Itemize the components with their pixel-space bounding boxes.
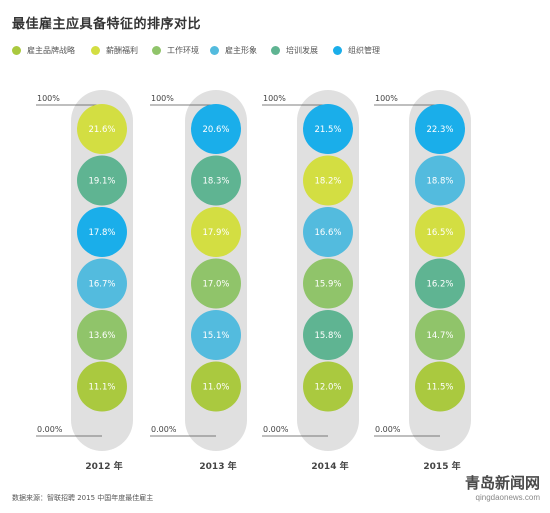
bubble-training bbox=[191, 155, 241, 206]
legend-label: 工作环境 bbox=[167, 46, 199, 55]
bubble-employer_strategy bbox=[415, 361, 465, 412]
legend-item-employer-image: 雇主形象 bbox=[210, 45, 257, 56]
legend-item-training: 培训发展 bbox=[271, 45, 318, 56]
bubble-value: 16.5% bbox=[426, 228, 453, 238]
bubble-value: 18.8% bbox=[426, 177, 453, 187]
bubble-value: 19.1% bbox=[88, 177, 115, 187]
bubble-value: 14.7% bbox=[426, 331, 453, 341]
bubble-value: 16.7% bbox=[88, 280, 115, 290]
bubble-training bbox=[303, 310, 353, 360]
year-label: 2014 年 bbox=[311, 460, 348, 472]
bubble-work_environment bbox=[415, 310, 465, 360]
bubble-value: 11.1% bbox=[88, 383, 115, 393]
legend-swatch bbox=[91, 46, 100, 55]
bubble-value: 16.2% bbox=[426, 280, 453, 290]
bubble-value: 22.3% bbox=[426, 125, 453, 135]
year-label: 2015 年 bbox=[423, 460, 460, 472]
bubble-value: 17.8% bbox=[88, 228, 115, 238]
legend-item-employer-strategy: 雇主品牌战略 bbox=[12, 45, 75, 56]
legend-item-work-environment: 工作环境 bbox=[152, 45, 199, 56]
bubble-compensation bbox=[77, 104, 127, 154]
legend-label: 雇主品牌战略 bbox=[27, 46, 75, 55]
bubble-employer_strategy bbox=[191, 361, 241, 412]
bubble-value: 12.0% bbox=[314, 383, 341, 393]
bubble-value: 15.1% bbox=[202, 331, 229, 341]
bubble-value: 20.6% bbox=[202, 125, 229, 135]
legend-swatch bbox=[333, 46, 342, 55]
bubble-employer_image bbox=[303, 207, 353, 257]
chart-title: 最佳雇主应具备特征的排序对比 bbox=[12, 17, 202, 32]
watermark-url: qingdaonews.com bbox=[475, 493, 540, 502]
max-label: 100% bbox=[263, 94, 286, 103]
max-label: 100% bbox=[375, 94, 398, 103]
max-label: 100% bbox=[37, 94, 60, 103]
bubble-work_environment bbox=[77, 310, 127, 360]
bubble-org_management bbox=[415, 104, 465, 154]
bubble-value: 11.0% bbox=[202, 383, 229, 393]
legend-item-org-management: 组织管理 bbox=[333, 45, 380, 56]
bubble-value: 11.5% bbox=[426, 383, 453, 393]
bubble-value: 17.0% bbox=[202, 280, 229, 290]
legend-swatch bbox=[271, 46, 280, 55]
bubble-employer_strategy bbox=[303, 361, 353, 412]
bubble-org_management bbox=[303, 104, 353, 154]
bubble-value: 15.8% bbox=[314, 331, 341, 341]
legend-label: 薪酬福利 bbox=[106, 46, 138, 55]
bubble-value: 16.6% bbox=[314, 228, 341, 238]
bubble-training bbox=[77, 155, 127, 206]
min-label: 0.00% bbox=[37, 425, 63, 434]
legend-swatch bbox=[210, 46, 219, 55]
bubble-employer_image bbox=[191, 310, 241, 360]
bubble-value: 18.3% bbox=[202, 177, 229, 187]
bubble-employer_image bbox=[415, 155, 465, 206]
bubble-employer_image bbox=[77, 258, 127, 309]
bubble-value: 21.5% bbox=[314, 125, 341, 135]
bubble-compensation bbox=[303, 155, 353, 206]
min-label: 0.00% bbox=[263, 425, 289, 434]
ranking-chart: 100% 0.00% 21.6% 19.1% 17.8% 16.7% 13.6% 11.1% 2… bbox=[36, 90, 471, 472]
bubble-training bbox=[415, 258, 465, 309]
bubble-work_environment bbox=[191, 258, 241, 309]
min-label: 0.00% bbox=[151, 425, 177, 434]
min-label: 0.00% bbox=[375, 425, 401, 434]
bubble-value: 21.6% bbox=[88, 125, 115, 135]
bubble-compensation bbox=[191, 207, 241, 257]
legend-label: 培训发展 bbox=[286, 46, 318, 55]
year-label: 2013 年 bbox=[199, 460, 236, 472]
year-label: 2012 年 bbox=[85, 460, 122, 472]
legend-label: 组织管理 bbox=[348, 46, 380, 55]
bubble-org_management bbox=[191, 104, 241, 154]
legend-item-compensation: 薪酬福利 bbox=[91, 45, 138, 56]
bubble-work_environment bbox=[303, 258, 353, 309]
legend-swatch bbox=[12, 46, 21, 55]
legend-label: 雇主形象 bbox=[225, 46, 257, 55]
bubble-value: 15.9% bbox=[314, 280, 341, 290]
bubble-org_management bbox=[77, 207, 127, 257]
max-label: 100% bbox=[151, 94, 174, 103]
watermark-name: 青岛新闻网 bbox=[464, 474, 540, 492]
bubble-value: 17.9% bbox=[202, 228, 229, 238]
bubble-compensation bbox=[415, 207, 465, 257]
bubble-value: 13.6% bbox=[88, 331, 115, 341]
bubble-employer_strategy bbox=[77, 361, 127, 412]
data-source-note: 数据来源：智联招聘 2015 中国年度最佳雇主 bbox=[12, 494, 154, 502]
legend-swatch bbox=[152, 46, 161, 55]
site-watermark: 青岛新闻网 qingdaonews.com bbox=[465, 472, 540, 502]
bubble-value: 18.2% bbox=[314, 177, 341, 187]
